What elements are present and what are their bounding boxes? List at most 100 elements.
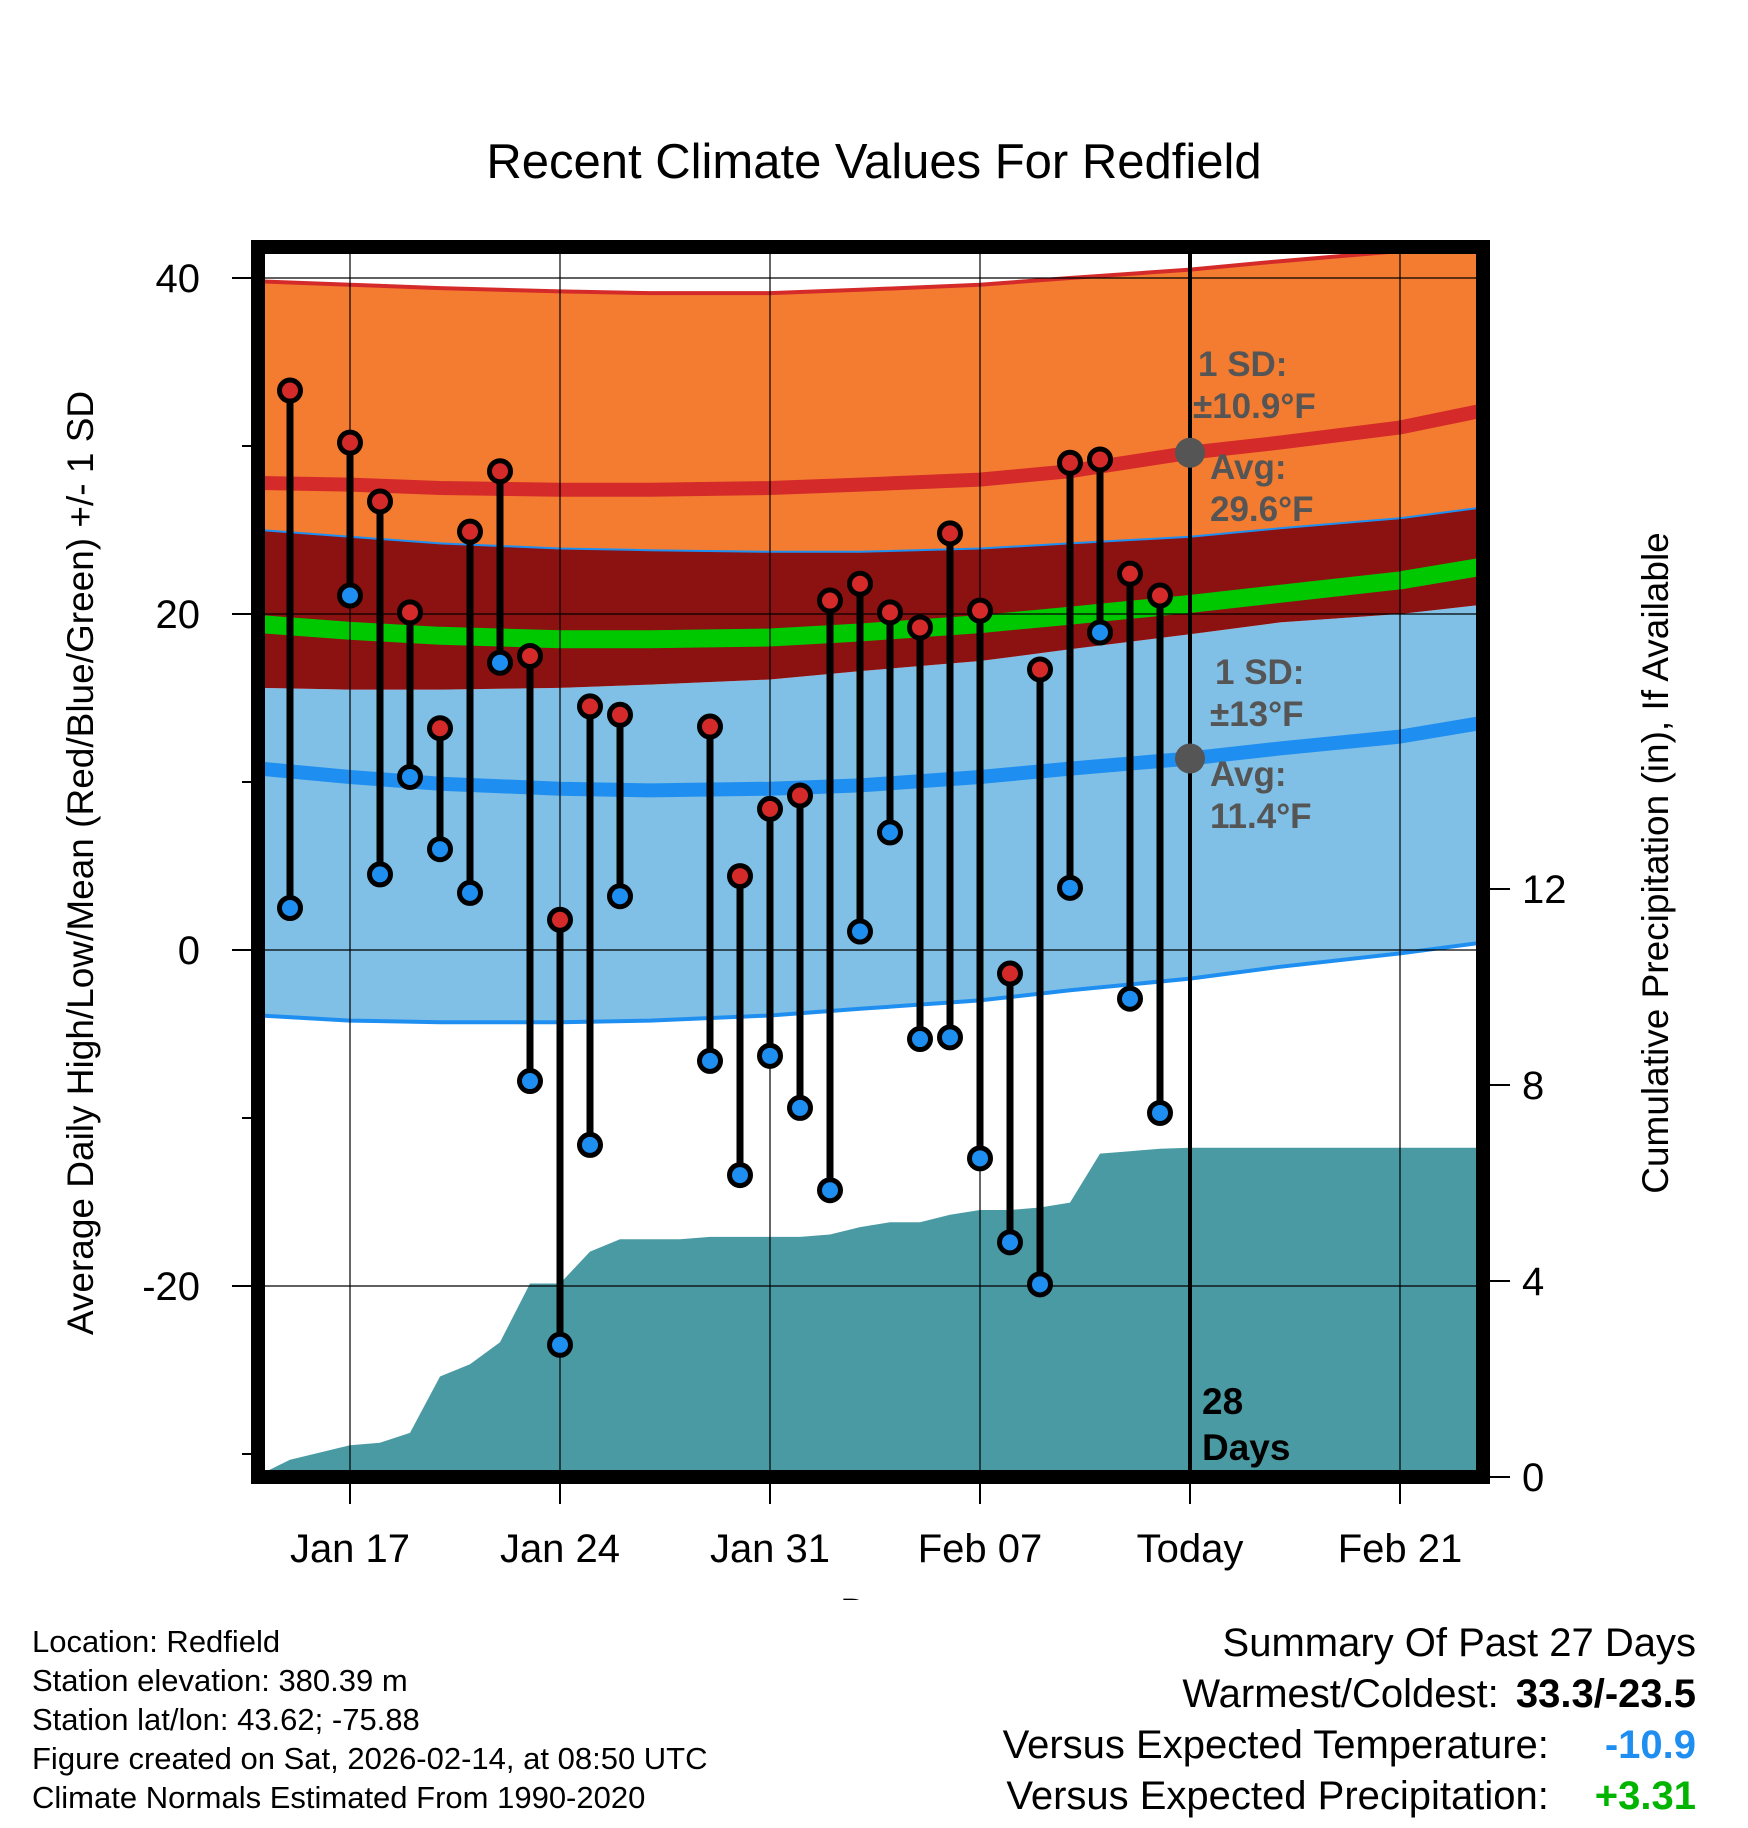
daily-high-marker: [487, 458, 513, 485]
high-avg-dot: [1175, 437, 1205, 468]
y2-tick-label: 12: [1522, 868, 1567, 912]
daily-high-marker: [337, 429, 363, 456]
low-avg-value: 11.4°F: [1210, 797, 1312, 836]
summary-panel: Summary Of Past 27 Days Warmest/Coldest:…: [1003, 1618, 1696, 1822]
y-tick-label: 20: [156, 593, 201, 637]
daily-low-marker: [847, 918, 873, 945]
y-tick-label: 0: [178, 929, 200, 973]
y2-tick-label: 4: [1522, 1260, 1544, 1304]
high-avg-value: 29.6°F: [1210, 490, 1314, 529]
daily-high-marker: [517, 643, 543, 669]
daily-high-marker: [577, 693, 603, 720]
x-tick-label: Feb 21: [1338, 1527, 1463, 1571]
daily-low-marker: [427, 836, 453, 863]
y-tick-label: -20: [142, 1265, 200, 1309]
daily-low-marker: [1087, 619, 1113, 646]
daily-high-marker: [757, 795, 783, 822]
daily-high-marker: [1147, 582, 1173, 609]
x-tick-label: Today: [1137, 1527, 1244, 1571]
daily-low-marker: [937, 1024, 963, 1051]
precip-area: [260, 1147, 1483, 1477]
daily-low-marker: [457, 879, 483, 906]
y-tick-label: 40: [156, 257, 201, 301]
low-sd-label: 1 SD:: [1215, 653, 1304, 692]
daily-low-marker: [487, 649, 513, 676]
daily-high-marker: [697, 713, 723, 740]
daily-low-marker: [1147, 1099, 1173, 1126]
daily-low-marker: [517, 1068, 543, 1095]
daily-high-marker: [877, 599, 903, 626]
warmest-label: Warmest/Coldest:: [1182, 1672, 1499, 1716]
temp-anomaly-value: -10.9: [1604, 1723, 1696, 1767]
high-sd-label: 1 SD:: [1198, 345, 1287, 384]
daily-high-marker: [607, 701, 633, 728]
daily-low-marker: [757, 1042, 783, 1069]
station-info: Location: Redfield Station elevation: 38…: [32, 1622, 708, 1817]
daily-low-marker: [397, 763, 423, 790]
x-tick-label: Feb 07: [918, 1527, 1043, 1571]
daily-low-marker: [607, 883, 633, 910]
daily-high-marker: [1057, 449, 1083, 476]
daily-low-marker: [1117, 985, 1143, 1012]
chart-title: Recent Climate Values For Redfield: [486, 135, 1261, 189]
daily-high-marker: [847, 570, 873, 597]
figure-created: Figure created on Sat, 2026-02-14, at 08…: [32, 1741, 708, 1776]
daily-low-marker: [727, 1162, 753, 1189]
low-avg-dot: [1175, 743, 1205, 774]
daily-low-marker: [277, 895, 303, 921]
x-tick-label: Jan 31: [710, 1527, 830, 1571]
daily-high-marker: [277, 377, 303, 404]
daily-high-marker: [457, 518, 483, 545]
x-axis-label: Day: [840, 1592, 908, 1600]
warmest-value: 33.3/-23.5: [1515, 1672, 1696, 1716]
summary-warmest-row: Warmest/Coldest: 33.3/-23.5: [1003, 1669, 1696, 1720]
x-tick-label: Jan 17: [290, 1527, 410, 1571]
summary-heading: Summary Of Past 27 Days: [1222, 1621, 1696, 1665]
daily-high-marker: [547, 906, 573, 933]
days-count: 28: [1202, 1381, 1243, 1422]
daily-low-marker: [577, 1131, 603, 1158]
low-avg-label: Avg:: [1210, 755, 1286, 794]
precip-anomaly-value: +3.31: [1594, 1774, 1696, 1818]
daily-low-marker: [1057, 874, 1083, 901]
daily-low-marker: [367, 861, 393, 888]
daily-low-marker: [877, 819, 903, 846]
daily-high-marker: [367, 488, 393, 515]
high-upper-line: [259, 247, 1442, 296]
daily-high-marker: [427, 715, 453, 742]
daily-high-marker: [907, 614, 933, 641]
daily-low-marker: [907, 1026, 933, 1053]
daily-high-marker: [997, 960, 1023, 987]
daily-high-marker: [817, 587, 843, 614]
daily-high-marker: [937, 520, 963, 547]
normal-high-line: [259, 403, 1483, 497]
daily-high-marker: [967, 597, 993, 624]
y-axis-label: Average Daily High/Low/Mean (Red/Blue/Gr…: [60, 391, 101, 1335]
daily-high-marker: [1087, 446, 1113, 473]
daily-low-marker: [337, 582, 363, 609]
summary-precip-row: Versus Expected Precipitation: +3.31: [1003, 1771, 1696, 1822]
station-latlon: Station lat/lon: 43.62; -75.88: [32, 1702, 420, 1737]
high-sd-band: [260, 247, 1483, 552]
station-elevation: Station elevation: 380.39 m: [32, 1663, 408, 1698]
plot-border: [251, 240, 1490, 1484]
daily-low-marker: [997, 1229, 1023, 1256]
summary-temp-row: Versus Expected Temperature: -10.9: [1003, 1720, 1696, 1771]
station-location: Location: Redfield: [32, 1624, 281, 1659]
plot-frame: [251, 240, 1490, 1484]
low-lower-line: [259, 940, 1483, 1025]
daily-high-marker: [727, 863, 753, 890]
daily-low-marker: [817, 1177, 843, 1204]
y2-axis-label: Cumulative Precipitation (in), If Availa…: [1635, 532, 1676, 1194]
daily-low-marker: [787, 1094, 813, 1121]
precip-anomaly-label: Versus Expected Precipitation:: [1006, 1774, 1549, 1818]
high-lower-line: [259, 506, 1483, 553]
daily-high-marker: [397, 599, 423, 626]
daily-low-marker: [547, 1331, 573, 1358]
x-tick-label: Jan 24: [500, 1527, 620, 1571]
daily-low-marker: [967, 1145, 993, 1172]
daily-high-marker: [1027, 656, 1053, 683]
low-sd-value: ±13°F: [1210, 695, 1304, 734]
